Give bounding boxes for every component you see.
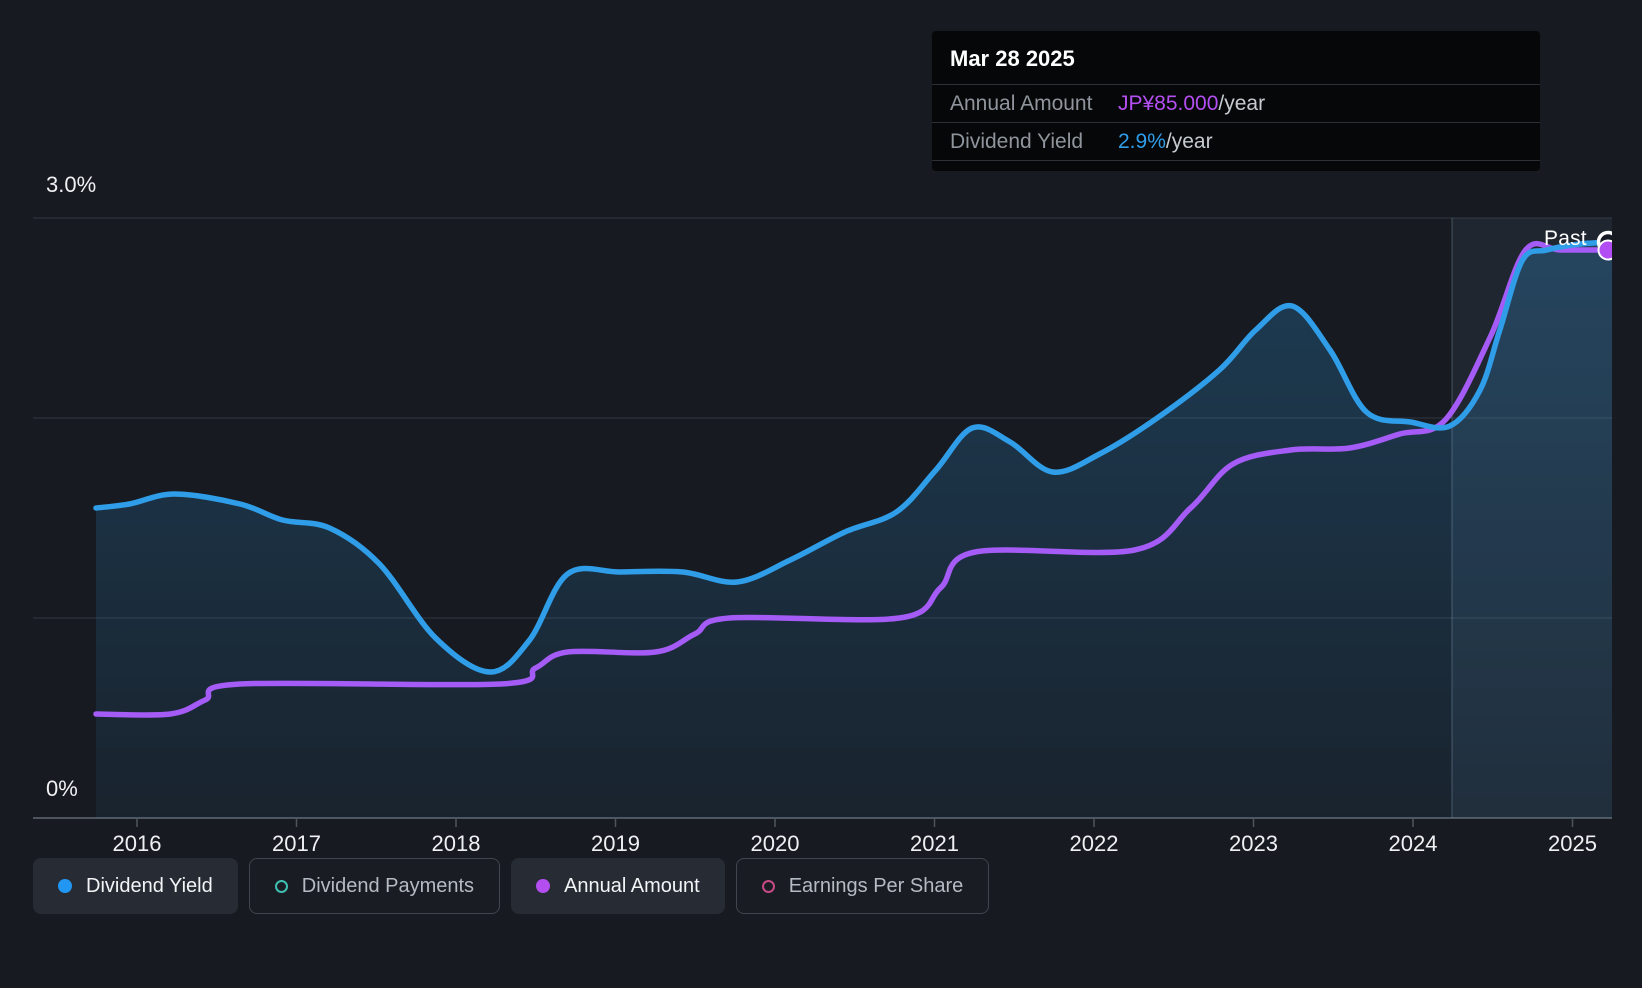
x-axis-label: 2022 [1069, 831, 1119, 856]
tooltip-row: Dividend Yield 2.9%/year [932, 122, 1540, 160]
dividend-payments-swatch-icon [274, 879, 288, 893]
x-axis-label: 2016 [112, 831, 162, 856]
legend-dividend-yield-button[interactable]: Dividend Yield [33, 858, 238, 914]
past-region-band [1452, 218, 1612, 818]
annual-amount-swatch-icon [536, 879, 551, 893]
annual-amount-line [93, 240, 1612, 718]
y-axis-zero-label: 0% [46, 776, 78, 801]
tooltip-row-value: JP¥85.000 [1118, 92, 1219, 115]
x-axis-label: 2021 [910, 831, 959, 856]
legend-label: Dividend Payments [301, 874, 475, 897]
legend-label: Dividend Yield [86, 874, 213, 897]
legend-earnings-per-share-button[interactable]: Earnings Per Share [735, 858, 990, 914]
chart-legend: Dividend Yield Dividend Payments Annual … [33, 858, 990, 914]
tooltip-row-suffix: /year [1165, 130, 1213, 153]
legend-label: Earnings Per Share [788, 874, 964, 897]
tooltip-row-label: Annual Amount [950, 92, 1093, 115]
tooltip-row-value: 2.9% [1118, 130, 1166, 153]
tooltip-row-label: Dividend Yield [950, 130, 1084, 153]
x-axis-label: 2018 [431, 831, 481, 856]
x-axis-label: 2019 [591, 831, 640, 856]
x-axis-label: 2025 [1548, 831, 1597, 856]
x-axis-labels: 2016 2017 2018 2019 2020 2021 2022 2023 2024 2025 [0, 831, 1642, 861]
y-axis-max-label: 3.0% [46, 172, 97, 197]
dividend-yield-line [93, 239, 1612, 675]
earnings-per-share-swatch-icon [761, 879, 775, 893]
tooltip-date: Mar 28 2025 [950, 46, 1075, 71]
annual-amount-endpoint-marker [1597, 239, 1612, 261]
x-axis-label: 2017 [272, 831, 321, 856]
legend-annual-amount-button[interactable]: Annual Amount [511, 858, 725, 914]
x-axis-label: 2023 [1229, 831, 1278, 856]
x-axis-ticks [136, 819, 1574, 827]
x-axis-label: 2024 [1388, 831, 1438, 856]
chart-tooltip: Mar 28 2025 Annual Amount JP¥85.000/year… [932, 31, 1540, 171]
tooltip-row: Annual Amount JP¥85.000/year [932, 84, 1540, 122]
past-label: Past [1544, 227, 1587, 250]
x-axis-label: 2020 [750, 831, 800, 856]
tooltip-row-suffix: /year [1218, 92, 1266, 115]
dividend-yield-swatch-icon [58, 879, 72, 893]
legend-label: Annual Amount [564, 874, 700, 897]
legend-dividend-payments-button[interactable]: Dividend Payments [248, 858, 501, 914]
